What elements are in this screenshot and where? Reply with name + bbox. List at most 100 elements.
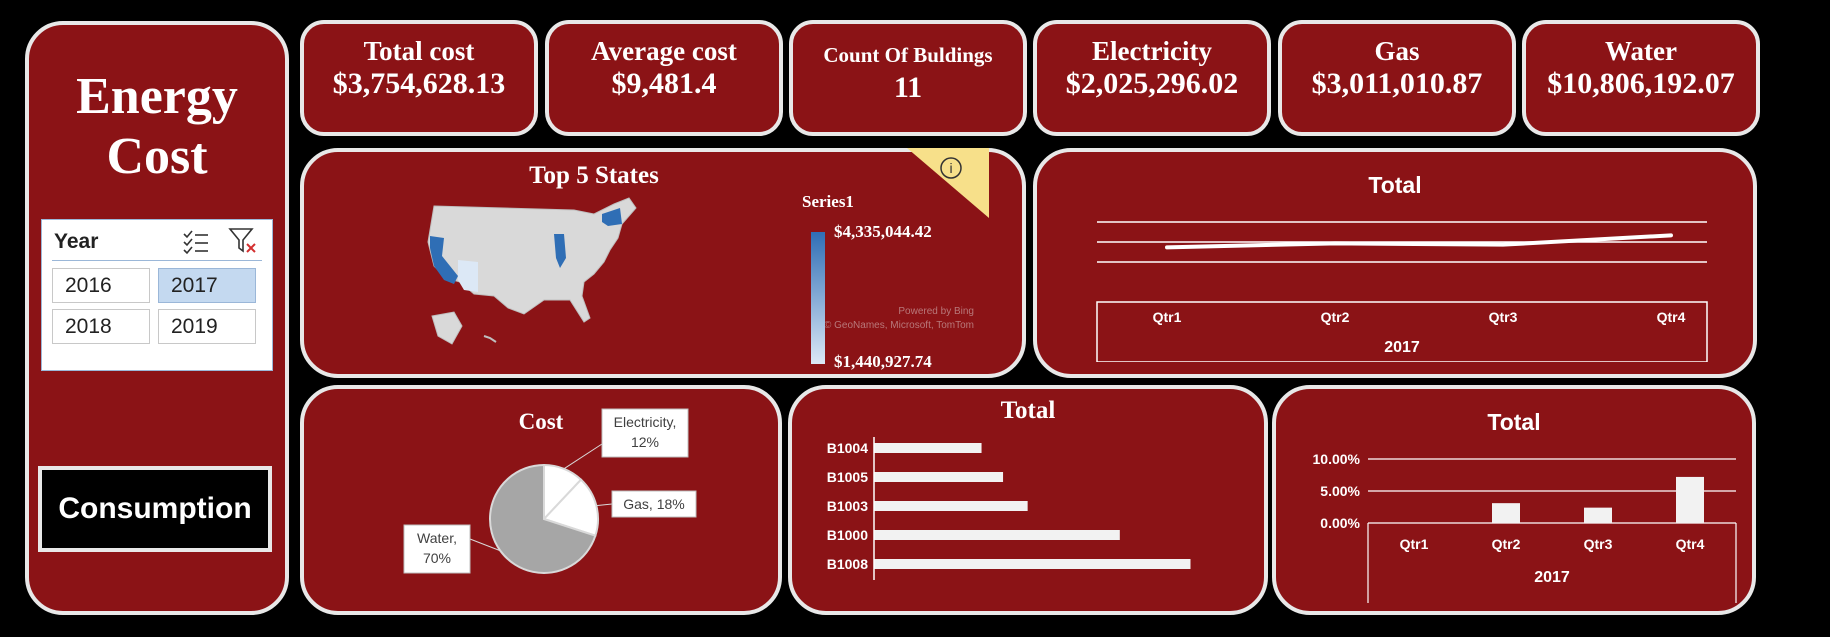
kpi-value: $3,754,628.13 — [332, 67, 506, 100]
title-line-1: Energy — [76, 68, 238, 125]
bar — [874, 472, 1004, 482]
slicer-item-2018[interactable]: 2018 — [52, 309, 150, 344]
hbar-chart-panel: Total B1004 B1005 B1003 B1000 B1008 — [788, 385, 1268, 615]
info-icon[interactable]: i — [907, 148, 989, 218]
pie-data-label: Water, — [417, 530, 457, 546]
consumption-button[interactable]: Consumption — [38, 466, 272, 552]
kpi-title: Water — [1605, 36, 1677, 66]
column-bar — [1584, 507, 1612, 523]
column-chart-panel: Total 10.00% 5.00% 0.00% Qtr1 Qtr2 Qtr3 Qtr4 20… — [1272, 385, 1756, 615]
group-label: 2017 — [1384, 339, 1420, 356]
y-tick-label: 5.00% — [1320, 483, 1360, 499]
y-tick-label: B1000 — [827, 527, 868, 543]
kpi-value: $3,011,010.87 — [1311, 67, 1483, 100]
line-chart-panel: Total Qtr1 Qtr2 Qtr3 Qtr4 2017 — [1033, 148, 1757, 378]
x-tick-label: Qtr4 — [1676, 536, 1705, 552]
pie-label-box — [601, 408, 689, 458]
dashboard-title: Energy Cost — [29, 67, 285, 187]
kpi-value: $10,806,192.07 — [1547, 67, 1735, 100]
pie-data-label: Gas, 18% — [623, 496, 684, 512]
kpi-value: 11 — [893, 71, 923, 104]
pie-leader-line — [469, 538, 501, 552]
legend-title: Series1 — [802, 192, 854, 211]
x-tick-label: Qtr1 — [1400, 536, 1429, 552]
kpi-title: Count Of Buldings — [823, 43, 993, 67]
series-line — [1165, 233, 1673, 250]
kpi-title: Average cost — [591, 36, 737, 66]
powered-by-text: Powered by Bing — [898, 306, 974, 317]
pie-leader-line — [563, 443, 603, 470]
title-line-2: Cost — [106, 128, 208, 185]
hbar-chart: B1004 B1005 B1003 B1000 B1008 — [827, 437, 1191, 580]
bar — [874, 559, 1191, 569]
slicer-item-2019[interactable]: 2019 — [158, 309, 256, 344]
x-tick-label: Qtr2 — [1321, 309, 1350, 325]
line-chart-title: Total — [1368, 172, 1422, 198]
multi-select-icon[interactable] — [182, 229, 210, 255]
kpi-total-cost: Total cost $3,754,628.13 — [300, 20, 538, 136]
alaska — [431, 311, 463, 345]
kpi-title: Gas — [1374, 36, 1420, 66]
pie-chart-panel: Cost Electricity, 12% Gas, 18% Water, 70% — [300, 385, 782, 615]
legend-max-label: $4,335,044.42 — [834, 222, 932, 241]
pie-slice-water — [489, 463, 597, 574]
kpi-title: Electricity — [1092, 36, 1212, 66]
state-california — [430, 236, 458, 284]
y-tick-label: 0.00% — [1320, 515, 1360, 531]
legend-gradient — [811, 232, 825, 364]
legend-min-label: $1,440,927.74 — [834, 352, 932, 371]
kpi-value: $9,481.4 — [611, 67, 717, 100]
hbar-chart-title: Total — [1000, 397, 1056, 424]
map-title: Top 5 States — [529, 162, 659, 189]
us-map — [427, 197, 637, 345]
attribution-text: © GeoNames, Microsoft, TomTom — [824, 320, 974, 331]
column-bar — [1676, 476, 1704, 523]
y-tick-label: B1005 — [827, 469, 868, 485]
pie-chart-title: Cost — [518, 409, 564, 434]
x-tick-label: Qtr2 — [1492, 536, 1521, 552]
x-tick-label: Qtr3 — [1584, 536, 1613, 552]
column-chart-title: Total — [1487, 409, 1541, 435]
map-panel: Top 5 States Powered by Bing © GeoNames,… — [300, 148, 1026, 378]
year-slicer: Year 2016 2017 2018 2019 — [41, 219, 273, 371]
y-tick-label: B1004 — [827, 440, 868, 456]
column-bar — [1492, 503, 1520, 523]
x-tick-label: Qtr3 — [1489, 309, 1518, 325]
group-label: 2017 — [1534, 569, 1570, 586]
slicer-item-2016[interactable]: 2016 — [52, 268, 150, 303]
state-new-york — [602, 208, 622, 226]
pie-chart: Electricity, 12% Gas, 18% Water, 70% — [403, 408, 697, 574]
kpi-count-buildings: Count Of Buldings 11 — [789, 20, 1027, 136]
slicer-item-2017[interactable]: 2017 — [158, 268, 256, 303]
kpi-value: $2,025,296.02 — [1065, 67, 1239, 100]
slicer-divider — [52, 260, 262, 261]
bar — [874, 501, 1028, 511]
pie-label-box — [611, 490, 697, 518]
axis-box — [1096, 301, 1708, 362]
hawaii — [483, 335, 497, 343]
kpi-water: Water $10,806,192.07 — [1522, 20, 1760, 136]
pie-leader-line — [596, 503, 613, 507]
y-tick-label: B1008 — [827, 556, 868, 572]
kpi-title: Total cost — [363, 36, 475, 66]
kpi-average-cost: Average cost $9,481.4 — [545, 20, 783, 136]
state-illinois — [554, 234, 566, 268]
y-tick-label: 10.00% — [1313, 451, 1361, 467]
clear-filter-icon[interactable] — [228, 226, 258, 256]
pie-label-box — [403, 524, 471, 574]
kpi-electricity: Electricity $2,025,296.02 — [1033, 20, 1271, 136]
pie-data-label: Electricity, — [614, 414, 677, 430]
info-icon-text: i — [949, 160, 952, 176]
x-tick-label: Qtr4 — [1657, 309, 1686, 325]
line-chart: Qtr1 Qtr2 Qtr3 Qtr4 2017 — [1096, 221, 1708, 362]
state-arizona — [458, 260, 478, 292]
x-tick-label: Qtr1 — [1153, 309, 1182, 325]
kpi-gas: Gas $3,011,010.87 — [1278, 20, 1516, 136]
column-chart: 10.00% 5.00% 0.00% Qtr1 Qtr2 Qtr3 Qtr4 2017 — [1313, 451, 1737, 603]
y-tick-label: B1003 — [827, 498, 868, 514]
bar — [874, 530, 1120, 540]
pie-data-label: 70% — [423, 550, 451, 566]
bar — [874, 443, 982, 453]
pie-data-label: 12% — [631, 434, 659, 450]
slicer-header: Year — [54, 230, 99, 253]
